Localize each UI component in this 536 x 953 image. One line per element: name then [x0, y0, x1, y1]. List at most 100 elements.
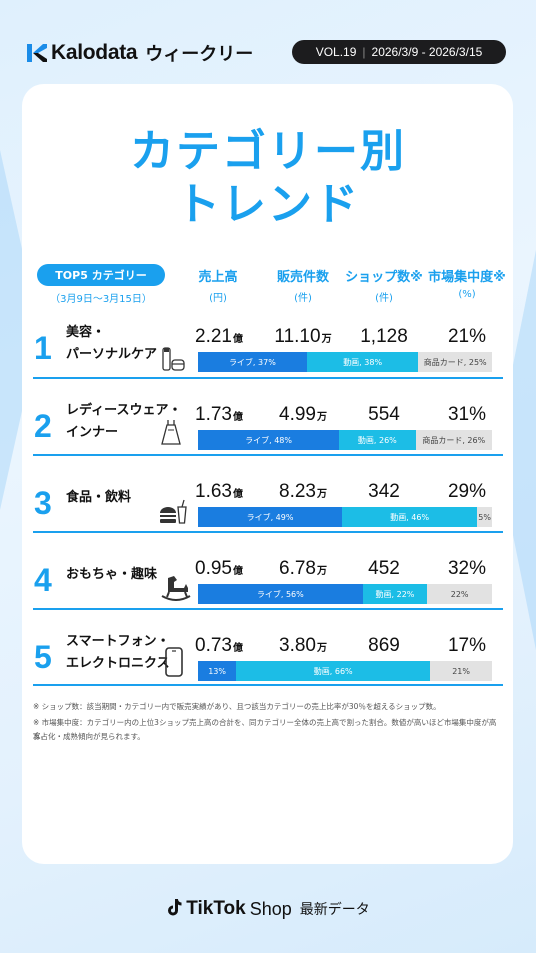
- bar-segment-card: 商品カード, 25%: [418, 352, 492, 372]
- footnote-concentration: ※ 市場集中度：カテゴリー内の上位3ショップ売上高の合計を、同カテゴリー全体の売…: [33, 718, 497, 740]
- bar-segment-card: 22%: [427, 584, 492, 604]
- rank-number: 1: [34, 330, 52, 366]
- dress-icon: [160, 418, 182, 450]
- latest-data-label: 最新データ: [299, 902, 370, 918]
- channel-share-bar: ライブ, 49% 動画, 46% 5%: [198, 507, 492, 527]
- category-name-line1: レディースウェア・: [66, 403, 182, 418]
- kalodata-logo-icon: [26, 42, 48, 64]
- units-value-unit: 万: [316, 643, 327, 654]
- table-row: 2 レディースウェア・ インナー 1.73億 4.99万 554 31% ライブ, 48% 動画…: [0, 396, 536, 472]
- sales-value: 1.73億: [188, 404, 250, 426]
- category-name: レディースウェア・ インナー: [66, 400, 181, 444]
- channel-share-bar: ライブ, 48% 動画, 26% 商品カード, 26%: [198, 430, 492, 450]
- concentration-value: 31%: [427, 404, 507, 426]
- bar-segment-video: 動画, 46%: [342, 507, 478, 527]
- shop-label: Shop: [249, 898, 292, 919]
- header: Kalodata ウィークリー: [26, 38, 253, 68]
- sales-value-unit: 億: [232, 566, 243, 577]
- shops-value: 342: [345, 481, 423, 503]
- page-title-line2: トレンド: [176, 179, 360, 230]
- period-range: 2026/3/9 - 2026/3/15: [371, 45, 483, 59]
- table-row: 3 食品・飲料 1.63億 8.23万 342 29% ライブ, 49% 動画, 46% 5%: [0, 473, 536, 549]
- category-name-line2: エレクトロニクス: [66, 656, 170, 671]
- bar-segment-card: 21%: [430, 661, 492, 681]
- shops-value-number: 452: [368, 558, 400, 579]
- burger-drink-icon: [158, 499, 188, 529]
- units-value-number: 11.10: [274, 326, 321, 347]
- category-name-line2: パーソナルケア: [66, 347, 158, 362]
- smartphone-icon: [164, 647, 184, 681]
- units-value: 11.10万: [268, 326, 338, 348]
- rocking-horse-icon: [160, 574, 192, 606]
- row-divider: [33, 454, 503, 456]
- row-divider: [33, 608, 503, 610]
- channel-share-bar: ライブ, 56% 動画, 22% 22%: [198, 584, 492, 604]
- row-divider: [33, 684, 503, 686]
- concentration-value-number: 32%: [447, 558, 487, 579]
- bar-segment-live: ライブ, 49%: [198, 507, 343, 527]
- category-name-line1: 食品・飲料: [66, 490, 132, 505]
- units-value-unit: 万: [316, 489, 327, 500]
- units-value-number: 8.23: [279, 481, 316, 502]
- sales-value: 0.73億: [188, 635, 250, 657]
- channel-share-bar: 13% 動画, 66% 21%: [198, 661, 492, 681]
- weekly-label: ウィークリー: [145, 44, 254, 65]
- concentration-value-number: 31%: [447, 404, 487, 425]
- row-divider: [33, 377, 503, 379]
- units-value: 8.23万: [268, 481, 338, 503]
- units-value: 6.78万: [268, 558, 338, 580]
- shops-value-number: 554: [368, 404, 400, 425]
- rank-number: 4: [34, 562, 52, 598]
- category-name-line1: スマートフォン・: [66, 634, 170, 649]
- cosmetics-icon: [160, 346, 186, 378]
- units-value: 3.80万: [268, 635, 338, 657]
- concentration-value-number: 21%: [447, 326, 487, 347]
- sales-value-unit: 億: [232, 489, 243, 500]
- column-header-sales: 売上高: [198, 270, 238, 285]
- column-unit-concentration: (%): [458, 289, 476, 300]
- bar-segment-video: 動画, 66%: [236, 661, 431, 681]
- sales-value-unit: 億: [232, 643, 243, 654]
- shops-value: 452: [345, 558, 423, 580]
- category-name: スマートフォン・ エレクトロニクス: [66, 631, 170, 675]
- units-value-unit: 万: [316, 412, 327, 423]
- sales-value: 0.95億: [188, 558, 250, 580]
- sales-value-number: 2.21: [195, 326, 232, 347]
- table-row: 4 おもちゃ・趣味 0.95億 6.78万 452 32% ライブ, 56% 動画, 22% 2…: [0, 550, 536, 626]
- row-divider: [33, 531, 503, 533]
- sales-value-number: 1.73: [195, 404, 232, 425]
- concentration-value: 32%: [427, 558, 507, 580]
- category-name: おもちゃ・趣味: [66, 564, 157, 586]
- concentration-value-number: 17%: [447, 635, 487, 656]
- units-value-number: 4.99: [279, 404, 316, 425]
- shops-value: 1,128: [345, 326, 423, 348]
- bar-segment-video: 動画, 38%: [306, 352, 419, 372]
- shops-value: 554: [345, 404, 423, 426]
- sales-value: 1.63億: [188, 481, 250, 503]
- column-header-units: 販売件数: [276, 270, 329, 285]
- bar-segment-live: ライブ, 37%: [198, 352, 307, 372]
- shops-value-number: 869: [368, 635, 400, 656]
- category-name: 美容・ パーソナルケア: [66, 322, 157, 366]
- sales-value-number: 0.95: [195, 558, 232, 579]
- units-value-number: 6.78: [279, 558, 316, 579]
- bar-segment-video: 動画, 22%: [362, 584, 428, 604]
- channel-share-bar: ライブ, 37% 動画, 38% 商品カード, 25%: [198, 352, 492, 372]
- volume-number: VOL.19: [315, 45, 357, 59]
- footnote-shops: ※ ショップ数：該当期間・カテゴリー内で販売実績があり、且つ該当カテゴリーの売上…: [33, 702, 441, 711]
- content-card: [22, 84, 513, 864]
- bar-segment-live: ライブ, 48%: [198, 430, 340, 450]
- concentration-value: 29%: [427, 481, 507, 503]
- bar-segment-live: ライブ, 56%: [198, 584, 363, 604]
- column-unit-units: (件): [294, 293, 312, 304]
- table-row: 1 美容・ パーソナルケア 2.21億 11.10万 1,128 21% ライブ, 37% 動画…: [0, 318, 536, 394]
- separator: |: [362, 45, 366, 59]
- shops-value-number: 342: [368, 481, 400, 502]
- category-name-line2: インナー: [66, 425, 119, 440]
- sales-value-number: 1.63: [195, 481, 232, 502]
- rank-number: 3: [34, 485, 52, 521]
- concentration-value: 21%: [427, 326, 507, 348]
- column-header-concentration: 市場集中度※: [428, 270, 506, 285]
- tiktok-brand: TikTok: [186, 898, 246, 919]
- concentration-value-number: 29%: [447, 481, 487, 502]
